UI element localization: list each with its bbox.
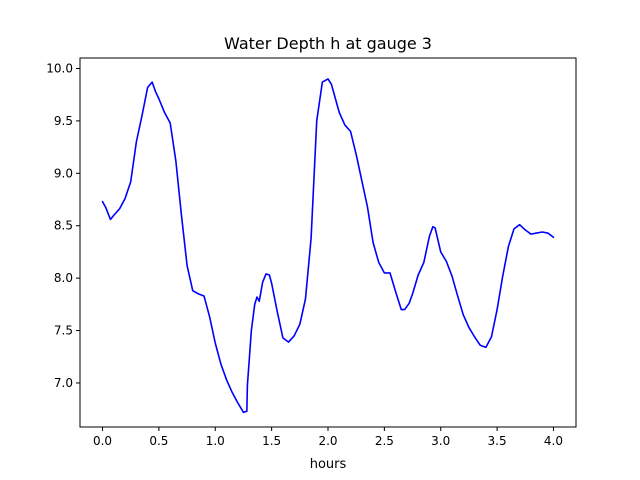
x-tick-label: 1.5 bbox=[262, 434, 281, 448]
y-tick-label: 10.0 bbox=[46, 61, 73, 75]
x-axis: 0.0 0.5 1.0 1.5 2.0 2.5 3.0 3.5 4.0 bbox=[93, 427, 563, 448]
y-tick-label: 9.5 bbox=[54, 114, 73, 128]
x-tick-label: 4.0 bbox=[544, 434, 563, 448]
x-tick-label: 0.5 bbox=[149, 434, 168, 448]
chart-title: Water Depth h at gauge 3 bbox=[224, 34, 432, 53]
x-tick-label: 1.0 bbox=[206, 434, 225, 448]
x-tick-label: 2.5 bbox=[375, 434, 394, 448]
x-tick-label: 0.0 bbox=[93, 434, 112, 448]
x-tick-label: 2.0 bbox=[318, 434, 337, 448]
x-axis-label: hours bbox=[310, 457, 347, 472]
y-axis: 7.0 7.5 8.0 8.5 9.0 9.5 10.0 bbox=[46, 61, 80, 390]
y-tick-label: 7.5 bbox=[54, 324, 73, 338]
y-tick-label: 8.5 bbox=[54, 219, 73, 233]
x-tick-label: 3.5 bbox=[488, 434, 507, 448]
x-tick-label: 3.0 bbox=[431, 434, 450, 448]
y-tick-label: 9.0 bbox=[54, 166, 73, 180]
series-line-0 bbox=[101, 78, 555, 414]
y-tick-label: 7.0 bbox=[54, 376, 73, 390]
plot-area bbox=[101, 78, 555, 414]
y-tick-label: 8.0 bbox=[54, 271, 73, 285]
